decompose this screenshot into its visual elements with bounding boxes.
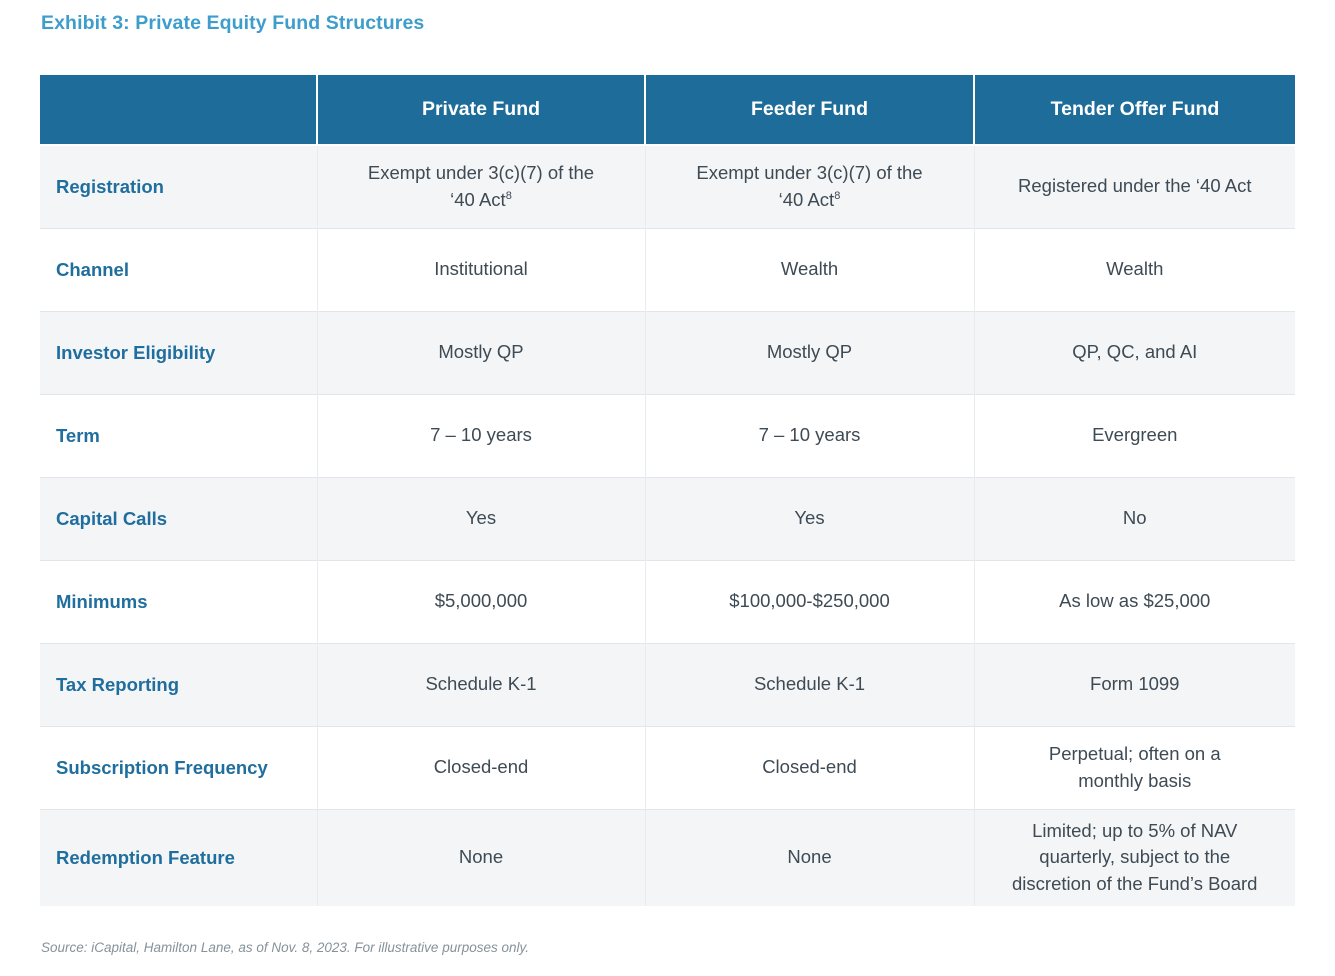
cell-private-fund: Yes xyxy=(316,477,645,560)
cell-tender-offer-fund: Registered under the ‘40 Act xyxy=(973,145,1295,228)
source-note: Source: iCapital, Hamilton Lane, as of N… xyxy=(41,940,529,955)
row-label: Capital Calls xyxy=(56,507,168,529)
header-private-fund: Private Fund xyxy=(316,75,645,146)
cell-feeder-fund: 7 – 10 years xyxy=(644,394,974,477)
table-row-channel: Channel Institutional Wealth Wealth xyxy=(40,228,1295,311)
row-label: Minimums xyxy=(56,590,148,612)
footnote-marker: 8 xyxy=(834,189,841,202)
header-tender-offer-fund: Tender Offer Fund xyxy=(973,75,1295,146)
table-row-tax-reporting: Tax Reporting Schedule K-1 Schedule K-1 … xyxy=(40,643,1295,726)
table-row-subscription-frequency: Subscription Frequency Closed-end Closed… xyxy=(40,726,1295,809)
cell-tender-offer-fund: Wealth xyxy=(973,228,1295,311)
cell-tender-offer-fund: No xyxy=(973,477,1295,560)
cell-private-fund: Schedule K-1 xyxy=(316,643,645,726)
table-row-minimums: Minimums $5,000,000 $100,000-$250,000 As… xyxy=(40,560,1295,643)
cell-feeder-fund: Yes xyxy=(644,477,974,560)
cell-tender-offer-fund: Form 1099 xyxy=(973,643,1295,726)
table-row-capital-calls: Capital Calls Yes Yes No xyxy=(40,477,1295,560)
row-label: Investor Eligibility xyxy=(56,341,216,363)
cell-private-fund: Institutional xyxy=(316,228,645,311)
footnote-marker: 8 xyxy=(505,189,512,202)
row-label: Channel xyxy=(56,258,129,280)
table-header: Private Fund Feeder Fund Tender Offer Fu… xyxy=(40,75,1295,146)
cell-tender-offer-fund: QP, QC, and AI xyxy=(973,311,1295,394)
header-corner-cell xyxy=(40,75,317,146)
table-row-registration: Registration Exempt under 3(c)(7) of the… xyxy=(40,145,1295,228)
row-label: Subscription Frequency xyxy=(56,756,268,778)
cell-tender-offer-fund: Perpetual; often on a monthly basis xyxy=(973,726,1295,809)
cell-private-fund: $5,000,000 xyxy=(316,560,645,643)
cell-private-fund: None xyxy=(316,809,645,906)
cell-feeder-fund: None xyxy=(644,809,974,906)
cell-private-fund: 7 – 10 years xyxy=(316,394,645,477)
cell-tender-offer-fund: As low as $25,000 xyxy=(973,560,1295,643)
cell-feeder-fund: Mostly QP xyxy=(644,311,974,394)
header-row: Private Fund Feeder Fund Tender Offer Fu… xyxy=(40,75,1295,146)
exhibit-title: Exhibit 3: Private Equity Fund Structure… xyxy=(41,12,425,34)
row-label: Tax Reporting xyxy=(56,673,179,695)
cell-feeder-fund: Closed-end xyxy=(644,726,974,809)
fund-structures-table: Private Fund Feeder Fund Tender Offer Fu… xyxy=(40,75,1295,906)
cell-private-fund: Mostly QP xyxy=(316,311,645,394)
table-row-redemption-feature: Redemption Feature None None Limited; up… xyxy=(40,809,1295,906)
table-row-investor-eligibility: Investor Eligibility Mostly QP Mostly QP… xyxy=(40,311,1295,394)
row-label: Redemption Feature xyxy=(56,846,235,868)
row-label: Registration xyxy=(56,175,164,197)
cell-private-fund: Exempt under 3(c)(7) of the ‘40 Act8 xyxy=(316,145,645,228)
cell-feeder-fund: $100,000-$250,000 xyxy=(644,560,974,643)
table-row-term: Term 7 – 10 years 7 – 10 years Evergreen xyxy=(40,394,1295,477)
row-label: Term xyxy=(56,424,100,446)
header-feeder-fund: Feeder Fund xyxy=(644,75,974,146)
cell-feeder-fund: Schedule K-1 xyxy=(644,643,974,726)
cell-feeder-fund: Exempt under 3(c)(7) of the ‘40 Act8 xyxy=(644,145,974,228)
cell-private-fund: Closed-end xyxy=(316,726,645,809)
cell-tender-offer-fund: Limited; up to 5% of NAV quarterly, subj… xyxy=(973,809,1295,906)
cell-tender-offer-fund: Evergreen xyxy=(973,394,1295,477)
cell-feeder-fund: Wealth xyxy=(644,228,974,311)
